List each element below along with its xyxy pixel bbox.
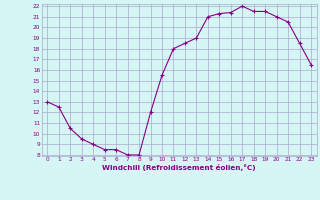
- X-axis label: Windchill (Refroidissement éolien,°C): Windchill (Refroidissement éolien,°C): [102, 164, 256, 171]
